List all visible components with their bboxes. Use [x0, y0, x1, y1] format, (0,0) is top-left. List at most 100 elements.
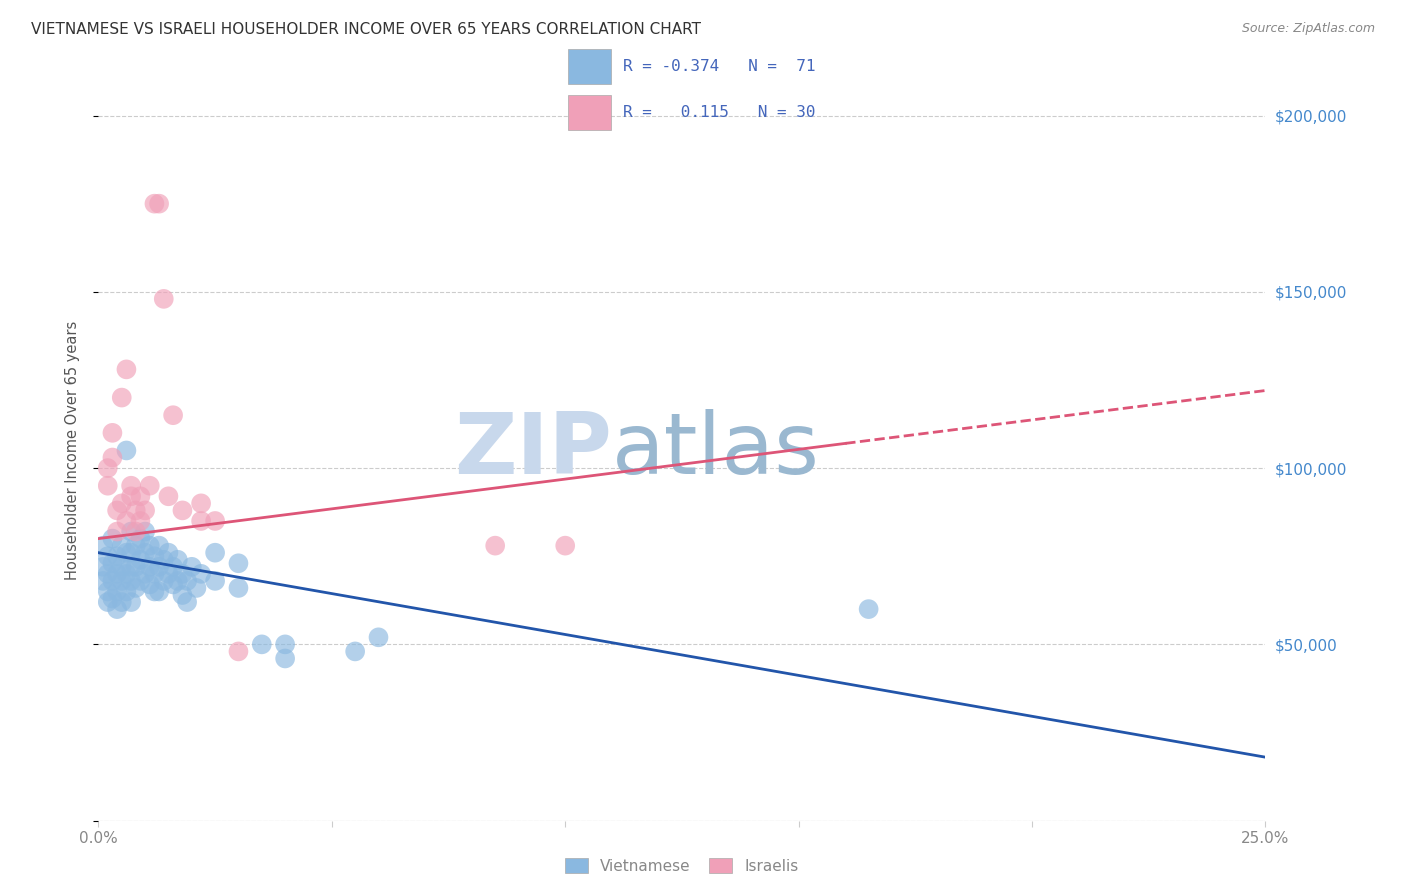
Point [162, 408, 184, 422]
Point [228, 644, 250, 658]
Text: VIETNAMESE VS ISRAELI HOUSEHOLDER INCOME OVER 65 YEARS CORRELATION CHART: VIETNAMESE VS ISRAELI HOUSEHOLDER INCOME… [31, 22, 702, 37]
Point [105, 524, 128, 539]
Point [129, 489, 152, 503]
Point [180, 559, 202, 574]
Point [228, 556, 250, 570]
Point [143, 196, 166, 211]
Point [367, 630, 389, 644]
Point [101, 450, 124, 465]
Point [157, 489, 180, 503]
Point [120, 574, 142, 588]
Point [101, 574, 124, 588]
Point [125, 581, 148, 595]
Point [186, 581, 208, 595]
Point [101, 556, 124, 570]
Point [139, 559, 162, 574]
Point [274, 637, 297, 651]
Point [125, 539, 148, 553]
Point [97, 584, 120, 599]
Point [176, 574, 198, 588]
Point [157, 566, 180, 581]
Point [139, 539, 162, 553]
Point [139, 479, 162, 493]
Point [111, 539, 134, 553]
Point [91, 559, 114, 574]
Point [125, 524, 148, 539]
Point [91, 539, 114, 553]
Point [105, 602, 128, 616]
Point [858, 602, 880, 616]
Point [115, 514, 138, 528]
Text: R =   0.115   N = 30: R = 0.115 N = 30 [623, 105, 815, 120]
Point [172, 588, 194, 602]
Point [115, 362, 138, 376]
Point [105, 549, 128, 564]
Point [101, 532, 124, 546]
Point [97, 549, 120, 564]
Point [143, 566, 166, 581]
Point [176, 595, 198, 609]
Point [129, 514, 152, 528]
Point [134, 566, 156, 581]
Point [148, 559, 170, 574]
Point [115, 566, 138, 581]
Point [190, 566, 212, 581]
Point [105, 584, 128, 599]
Point [143, 584, 166, 599]
Point [274, 651, 297, 665]
Point [91, 574, 114, 588]
Point [166, 553, 188, 567]
Point [115, 443, 138, 458]
Point [125, 503, 148, 517]
Point [139, 577, 162, 591]
Legend: Vietnamese, Israelis: Vietnamese, Israelis [560, 852, 804, 880]
Point [115, 546, 138, 560]
Point [162, 577, 184, 591]
Text: Source: ZipAtlas.com: Source: ZipAtlas.com [1241, 22, 1375, 36]
Point [111, 391, 134, 405]
Point [111, 574, 134, 588]
Point [105, 503, 128, 517]
Point [554, 539, 576, 553]
Point [152, 292, 174, 306]
Point [172, 566, 194, 581]
Point [120, 546, 142, 560]
Text: ZIP: ZIP [454, 409, 612, 492]
Text: R = -0.374   N =  71: R = -0.374 N = 71 [623, 59, 815, 74]
Point [129, 574, 152, 588]
Point [162, 559, 184, 574]
Y-axis label: Householder Income Over 65 years: Householder Income Over 65 years [65, 321, 80, 580]
FancyBboxPatch shape [568, 95, 612, 130]
Point [111, 595, 134, 609]
Point [344, 644, 367, 658]
Point [134, 524, 156, 539]
Point [204, 574, 226, 588]
Point [148, 196, 170, 211]
Point [172, 503, 194, 517]
Point [111, 496, 134, 510]
Point [115, 584, 138, 599]
Point [101, 591, 124, 606]
Point [97, 566, 120, 581]
Point [97, 595, 120, 609]
Point [190, 514, 212, 528]
Point [97, 461, 120, 475]
Point [166, 574, 188, 588]
Point [190, 496, 212, 510]
FancyBboxPatch shape [568, 49, 612, 85]
Point [134, 503, 156, 517]
Point [157, 546, 180, 560]
Point [204, 546, 226, 560]
Point [152, 574, 174, 588]
Point [120, 559, 142, 574]
Point [129, 532, 152, 546]
Point [120, 479, 142, 493]
Point [134, 546, 156, 560]
Point [148, 539, 170, 553]
Point [125, 559, 148, 574]
Point [143, 549, 166, 564]
Point [97, 479, 120, 493]
Point [152, 553, 174, 567]
Point [105, 566, 128, 581]
Point [204, 514, 226, 528]
